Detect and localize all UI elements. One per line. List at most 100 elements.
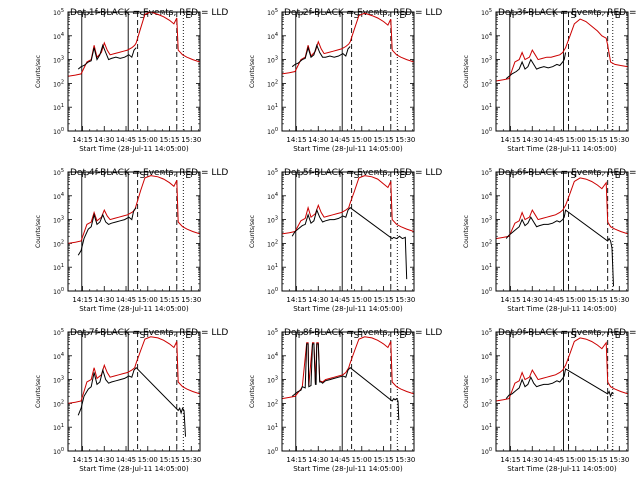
marker-label: E xyxy=(615,11,621,21)
chart-panel-5: Det 5f-BLACK = Events, RED = LLD 100 101 10… xyxy=(249,168,442,313)
y-tick-label: 105 xyxy=(53,8,64,17)
y-tick-label: 103 xyxy=(53,216,64,225)
y-tick-label: 100 xyxy=(267,127,278,136)
x-tick-label: 15:00 xyxy=(566,296,586,304)
chart-title: Det 9f-BLACK = Events, RED = LLD xyxy=(498,328,640,338)
y-tick-label: 101 xyxy=(481,263,492,272)
y-axis-label: Counts/sec xyxy=(35,375,42,408)
marker-label: S xyxy=(354,171,360,181)
y-tick-label: 103 xyxy=(267,376,278,385)
marker-label: E xyxy=(185,171,191,181)
x-tick-label: 15:30 xyxy=(609,136,629,144)
y-tick-label: 101 xyxy=(267,103,278,112)
y-tick-label: 104 xyxy=(481,192,492,201)
y-tick-label: 104 xyxy=(481,352,492,361)
chart-panel-1: Det 1f-BLACK = Events, RED = LLD10010110… xyxy=(35,8,228,153)
series-events xyxy=(77,43,137,70)
x-tick-label: 14:30 xyxy=(522,296,542,304)
x-tick-label: 14:15 xyxy=(72,296,92,304)
x-tick-label: 14:15 xyxy=(500,136,520,144)
x-tick-label: 15:15 xyxy=(159,456,179,464)
series-lld xyxy=(282,12,414,75)
x-tick-label: 15:30 xyxy=(395,456,415,464)
x-tick-label: 14:30 xyxy=(308,456,328,464)
x-tick-label: 14:45 xyxy=(330,136,350,144)
marker-label: S xyxy=(140,331,146,341)
marker-label: P xyxy=(84,11,90,21)
y-tick-label: 102 xyxy=(53,239,64,248)
x-tick-label: 15:30 xyxy=(395,136,415,144)
y-tick-label: 102 xyxy=(481,399,492,408)
y-tick-label: 100 xyxy=(481,127,492,136)
x-tick-label: 14:15 xyxy=(286,296,306,304)
marker-label: S xyxy=(571,11,577,21)
x-tick-label: 15:00 xyxy=(138,136,158,144)
marker-label: S xyxy=(354,11,360,21)
y-tick-label: 104 xyxy=(267,32,278,41)
marker-label: S xyxy=(571,331,577,341)
marker-label: S xyxy=(571,171,577,181)
series-lld xyxy=(282,175,414,235)
y-axis-label: Counts/sec xyxy=(463,55,470,88)
x-tick-label: 15:30 xyxy=(181,296,201,304)
plot-frame xyxy=(281,171,415,292)
x-tick-label: 14:30 xyxy=(522,136,542,144)
y-tick-label: 105 xyxy=(481,8,492,17)
y-tick-label: 104 xyxy=(267,192,278,201)
chart-panel-2: Det 2f-BLACK = Events, RED = LLD 100 101 10… xyxy=(249,8,442,153)
series-lld xyxy=(282,336,414,400)
y-axis-label: Counts/sec xyxy=(249,375,256,408)
plot-frame xyxy=(281,331,415,452)
x-tick-label: 15:30 xyxy=(181,136,201,144)
chart-panel-8: Det 8f-BLACK = Events, RED = LLD 100 101 10… xyxy=(249,328,442,473)
y-axis-label: Counts/sec xyxy=(463,215,470,248)
y-tick-label: 100 xyxy=(267,447,278,456)
marker-label: E xyxy=(185,331,191,341)
marker-label: P xyxy=(512,11,518,21)
y-tick-label: 103 xyxy=(53,56,64,65)
plot-frame xyxy=(281,11,415,132)
y-axis-label: Counts/sec xyxy=(35,55,42,88)
x-tick-label: 15:15 xyxy=(587,456,607,464)
x-tick-label: 15:15 xyxy=(159,136,179,144)
x-tick-label: 15:15 xyxy=(373,456,393,464)
y-tick-label: 104 xyxy=(53,32,64,41)
x-tick-label: 15:30 xyxy=(395,296,415,304)
series-events xyxy=(291,343,400,421)
y-tick-label: 102 xyxy=(53,79,64,88)
x-axis-label: Start Time (28-Jul-11 14:05:00) xyxy=(293,305,403,313)
marker-label: E xyxy=(399,331,405,341)
marker-label: E xyxy=(399,171,405,181)
x-tick-label: 14:45 xyxy=(116,456,136,464)
y-tick-label: 101 xyxy=(53,103,64,112)
y-tick-label: 100 xyxy=(267,287,278,296)
y-tick-label: 102 xyxy=(481,239,492,248)
x-tick-label: 14:45 xyxy=(544,136,564,144)
x-tick-label: 15:30 xyxy=(181,456,201,464)
y-axis-label: Counts/sec xyxy=(463,375,470,408)
chart-title: Det 2f-BLACK = Events, RED = LLD xyxy=(284,8,442,18)
x-axis-label: Start Time (28-Jul-11 14:05:00) xyxy=(507,145,617,153)
chart-title: Det 6f-BLACK = Events, RED = LLD xyxy=(498,168,640,178)
x-tick-label: 14:45 xyxy=(116,296,136,304)
y-tick-label: 103 xyxy=(481,376,492,385)
plot-frame xyxy=(495,331,629,452)
series-events xyxy=(505,368,614,399)
y-tick-label: 101 xyxy=(267,423,278,432)
x-tick-label: 15:15 xyxy=(159,296,179,304)
y-tick-label: 101 xyxy=(53,263,64,272)
x-tick-label: 14:30 xyxy=(308,136,328,144)
y-tick-label: 105 xyxy=(481,168,492,177)
y-tick-label: 102 xyxy=(481,79,492,88)
x-tick-label: 14:15 xyxy=(286,136,306,144)
y-tick-label: 102 xyxy=(267,399,278,408)
y-tick-label: 103 xyxy=(53,376,64,385)
y-tick-label: 101 xyxy=(481,423,492,432)
y-tick-label: 101 xyxy=(267,263,278,272)
y-tick-label: 105 xyxy=(481,328,492,337)
x-tick-label: 14:15 xyxy=(72,136,92,144)
x-tick-label: 15:00 xyxy=(352,136,372,144)
series-lld xyxy=(68,336,200,404)
series-events xyxy=(291,43,351,68)
marker-label: E xyxy=(615,171,621,181)
